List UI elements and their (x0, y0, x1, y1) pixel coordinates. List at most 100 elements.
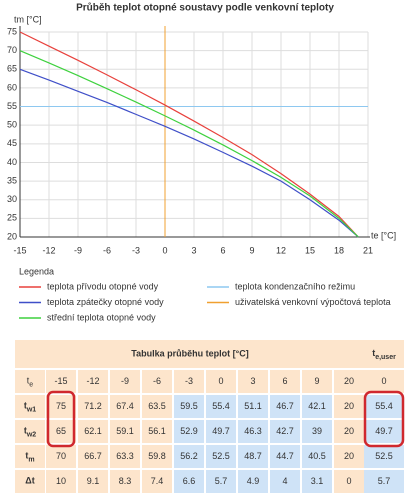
table-header-bg (364, 340, 404, 368)
table-cell: 0 (381, 376, 386, 386)
x-tick-label: 21 (363, 245, 373, 255)
cell-bg (334, 370, 364, 393)
table-cell: 9 (314, 376, 319, 386)
table-cell: 5.7 (215, 476, 228, 486)
table-header-bg (15, 340, 365, 368)
legend-label: teplota zpátečky otopné vody (47, 297, 164, 307)
subscript: e,user (375, 354, 396, 361)
table-cell: 44.7 (276, 451, 294, 461)
y-tick-label: 50 (7, 120, 17, 130)
subscript: w1 (26, 407, 36, 414)
cell-bg (270, 370, 300, 393)
cell-bg (270, 470, 300, 493)
y-tick-label: 70 (7, 45, 17, 55)
cell-bg (15, 395, 45, 418)
table-cell: 56.2 (180, 451, 198, 461)
table-cell: 0 (346, 476, 351, 486)
cell-bg (334, 445, 364, 468)
cell-bg (334, 470, 364, 493)
cell-bg (364, 470, 404, 493)
cell-bg (302, 445, 332, 468)
table-cell: 55.4 (375, 401, 393, 411)
table-cell: -15 (54, 376, 67, 386)
cell-bg (206, 370, 236, 393)
cell-bg (334, 395, 364, 418)
cell-bg (142, 445, 172, 468)
cell-bg (270, 395, 300, 418)
table-cell: 20 (344, 401, 354, 411)
table-cell: 55.4 (212, 401, 230, 411)
cell-bg (15, 445, 45, 468)
symbol: t (372, 348, 375, 358)
table-cell: 6 (282, 376, 287, 386)
y-tick-label: 30 (7, 194, 17, 204)
x-tick-label: -12 (42, 245, 55, 255)
cell-bg (238, 420, 268, 443)
cell-bg (206, 470, 236, 493)
table-cell: -3 (185, 376, 193, 386)
cell-bg (174, 395, 204, 418)
table-cell: 9.1 (87, 476, 100, 486)
table-cell: -6 (153, 376, 161, 386)
y-tick-label: 35 (7, 175, 17, 185)
table-cell: 42.1 (308, 401, 326, 411)
cell-bg (46, 420, 76, 443)
cell-bg (302, 470, 332, 493)
table-cell: 7.4 (151, 476, 164, 486)
cell-bg (364, 370, 404, 393)
table-cell: 66.7 (84, 451, 102, 461)
symbol: t (27, 376, 30, 386)
cell-label: tm (25, 451, 34, 464)
cell-label: te,user (372, 348, 396, 361)
y-tick-label: 75 (7, 26, 17, 36)
x-tick-label: -6 (103, 245, 111, 255)
table-cell: 56.1 (148, 426, 166, 436)
y-tick-label: 55 (7, 101, 17, 111)
x-tick-label: 12 (276, 245, 286, 255)
cell-bg (238, 370, 268, 393)
table-cell: 39 (312, 426, 322, 436)
cell-bg (15, 370, 45, 393)
cell-bg (238, 470, 268, 493)
cell-bg (110, 370, 140, 393)
cell-bg (78, 420, 108, 443)
legend-label: teplota kondenzačního režimu (235, 281, 355, 291)
table-cell: 20 (344, 426, 354, 436)
table-cell: 20 (344, 451, 354, 461)
y-axis-label: tm [°C] (14, 14, 42, 24)
table-cell: 71.2 (84, 401, 102, 411)
table-cell: 70 (56, 451, 66, 461)
table-cell: 62.1 (84, 426, 102, 436)
table-cell: 59.1 (116, 426, 134, 436)
table-cell: 52.5 (212, 451, 230, 461)
subscript: e (29, 382, 33, 389)
cell-bg (364, 445, 404, 468)
x-tick-label: 9 (249, 245, 254, 255)
table-cell: 63.5 (148, 401, 166, 411)
table-cell: 49.7 (212, 426, 230, 436)
table-cell: 67.4 (116, 401, 134, 411)
x-tick-label: -9 (74, 245, 82, 255)
cell-bg (142, 370, 172, 393)
cell-bg (78, 395, 108, 418)
table-cell: 8.3 (119, 476, 132, 486)
cell-bg (110, 395, 140, 418)
cell-bg (142, 470, 172, 493)
x-tick-label: 15 (305, 245, 315, 255)
table-cell: 5.7 (378, 476, 391, 486)
x-tick-label: 3 (191, 245, 196, 255)
table-cell: 51.1 (244, 401, 262, 411)
cell-bg (238, 445, 268, 468)
table-cell: 4.9 (247, 476, 260, 486)
x-tick-label: -3 (132, 245, 140, 255)
series-line (19, 50, 359, 238)
table-cell: 6.6 (183, 476, 196, 486)
x-tick-label: 6 (220, 245, 225, 255)
cell-bg (270, 445, 300, 468)
table-cell: 3.1 (311, 476, 324, 486)
table-cell: 52.9 (180, 426, 198, 436)
y-tick-label: 65 (7, 64, 17, 74)
table-cell: 75 (56, 401, 66, 411)
cell-label: tw2 (24, 426, 36, 439)
series-line (19, 31, 359, 238)
